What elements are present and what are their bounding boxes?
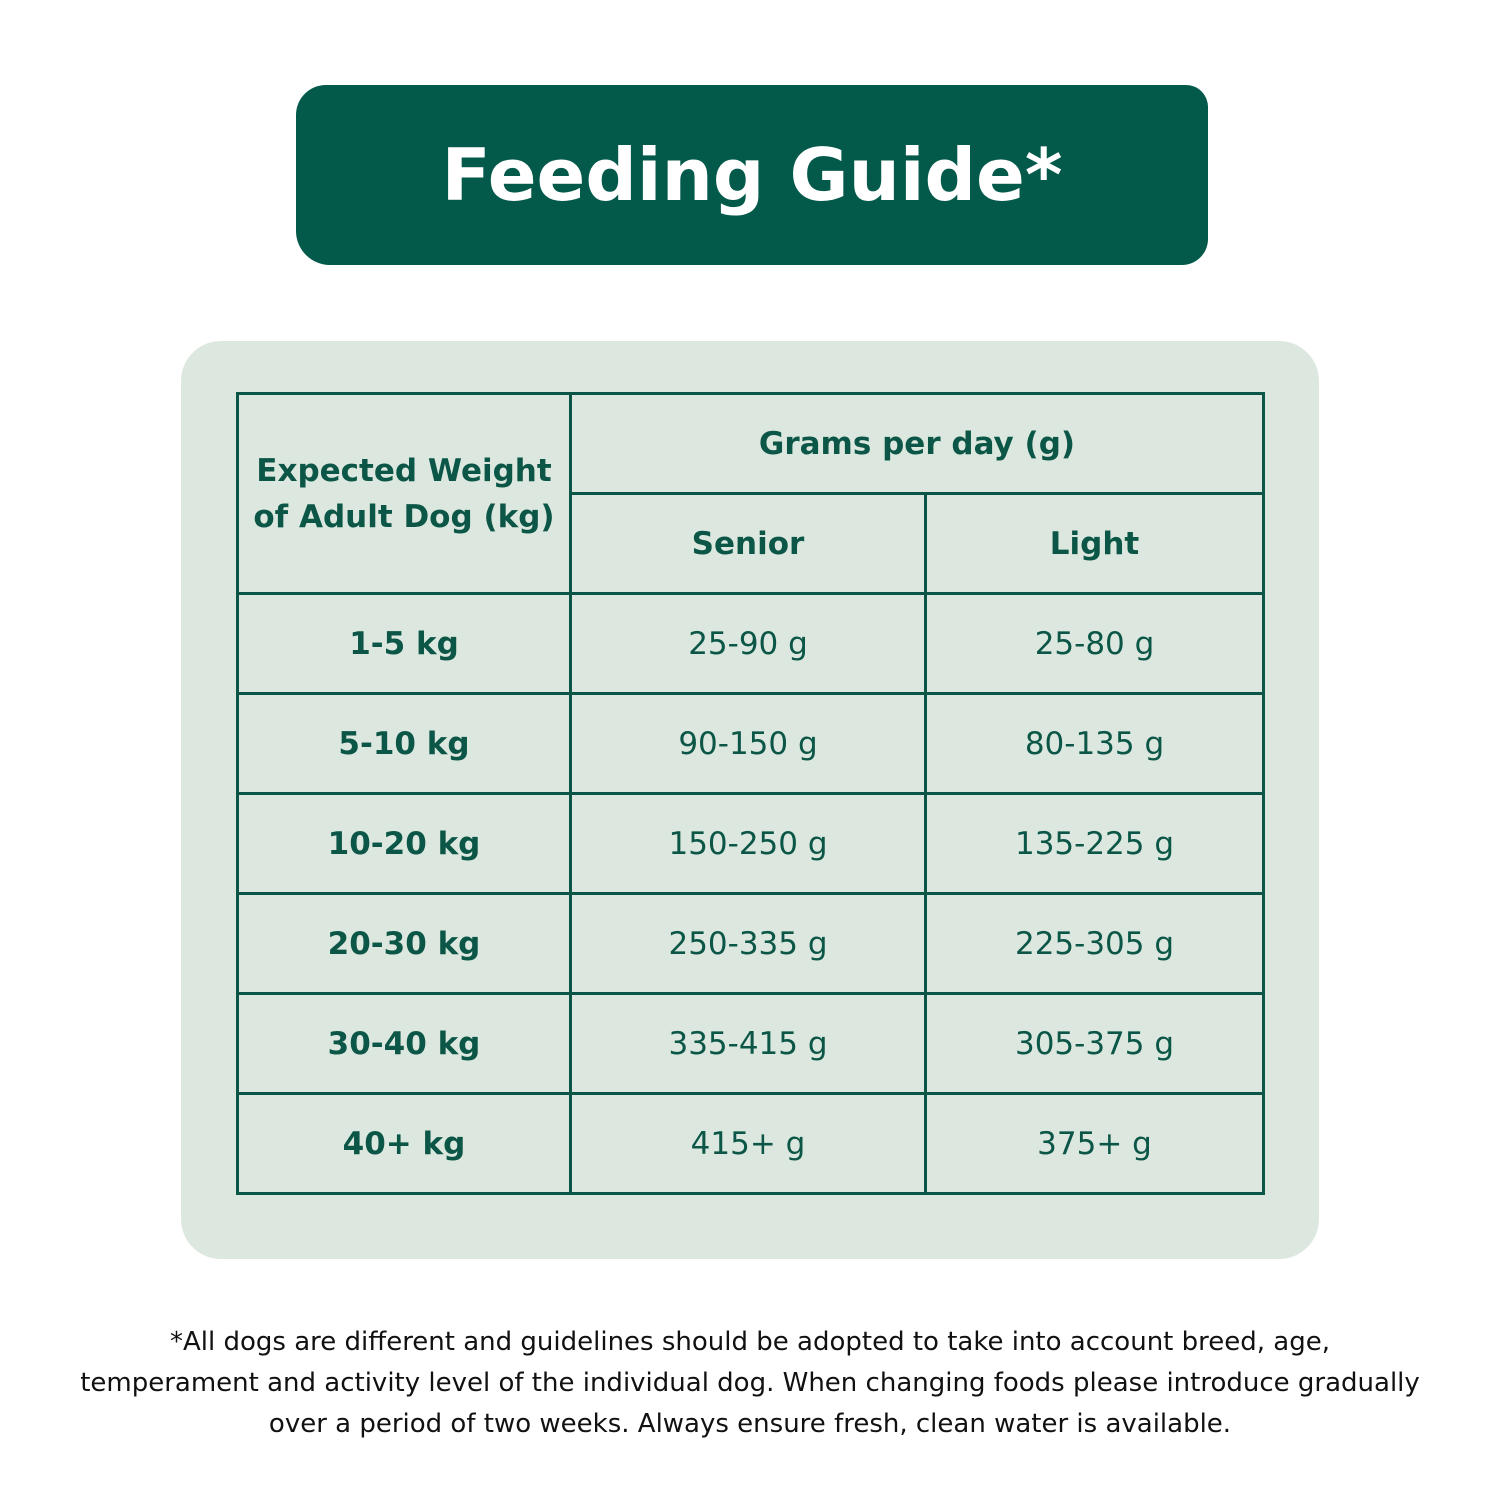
table-row: 40+ kg 415+ g 375+ g [236, 1092, 1265, 1195]
title: Feeding Guide* [441, 133, 1063, 217]
corner-header: Expected Weight of Adult Dog (kg) [236, 392, 572, 595]
weight-cell: 1-5 kg [236, 592, 572, 695]
table-row: 5-10 kg 90-150 g 80-135 g [236, 692, 1265, 795]
amount-cell: 25-90 g [569, 592, 927, 695]
weight-cell: 30-40 kg [236, 992, 572, 1095]
amount-cell: 135-225 g [924, 792, 1265, 895]
title-banner: Feeding Guide* [296, 85, 1208, 265]
table-row: 1-5 kg 25-90 g 25-80 g [236, 592, 1265, 695]
table-row: 20-30 kg 250-335 g 225-305 g [236, 892, 1265, 995]
weight-cell: 40+ kg [236, 1092, 572, 1195]
table-row: 10-20 kg 150-250 g 135-225 g [236, 792, 1265, 895]
amount-cell: 90-150 g [569, 692, 927, 795]
table-panel: Expected Weight of Adult Dog (kg) Grams … [181, 341, 1319, 1259]
column-header: Senior [569, 492, 927, 595]
footnote: *All dogs are different and guidelines s… [80, 1327, 1420, 1439]
weight-cell: 10-20 kg [236, 792, 572, 895]
amount-cell: 375+ g [924, 1092, 1265, 1195]
group-header: Grams per day (g) [569, 392, 1265, 495]
amount-cell: 225-305 g [924, 892, 1265, 995]
column-header: Light [924, 492, 1265, 595]
feeding-table: Expected Weight of Adult Dog (kg) Grams … [236, 392, 1265, 1195]
amount-cell: 150-250 g [569, 792, 927, 895]
weight-cell: 5-10 kg [236, 692, 572, 795]
weight-cell: 20-30 kg [236, 892, 572, 995]
amount-cell: 25-80 g [924, 592, 1265, 695]
amount-cell: 250-335 g [569, 892, 927, 995]
amount-cell: 335-415 g [569, 992, 927, 1095]
amount-cell: 415+ g [569, 1092, 927, 1195]
amount-cell: 305-375 g [924, 992, 1265, 1095]
table-row: 30-40 kg 335-415 g 305-375 g [236, 992, 1265, 1095]
amount-cell: 80-135 g [924, 692, 1265, 795]
